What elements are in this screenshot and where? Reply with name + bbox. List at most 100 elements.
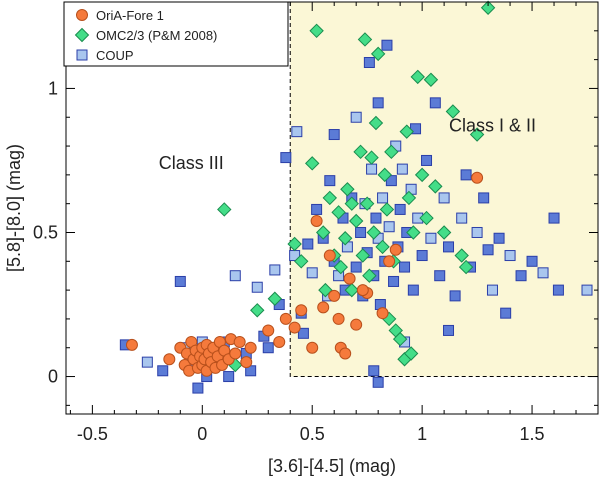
circle-point <box>240 356 253 369</box>
circle-point <box>273 335 286 348</box>
square-point <box>174 275 186 287</box>
square-point <box>251 281 263 293</box>
diamond-point <box>392 331 408 347</box>
diamond-point <box>364 150 379 165</box>
legend-item: OMC2/3 (P&M 2008) <box>74 27 217 43</box>
circle-point <box>332 312 345 325</box>
square-point <box>291 126 303 138</box>
diamond-point <box>333 259 349 275</box>
y-tick-label: 0.5 <box>33 222 58 242</box>
legend-items: OriA-Fore 1 OMC2/3 (P&M 2008) COUP <box>74 8 217 63</box>
square-point <box>504 250 516 262</box>
diamond-point <box>294 254 309 269</box>
circle-point <box>383 255 396 268</box>
diamond-point <box>428 179 443 194</box>
x-tick-label: 0 <box>197 424 207 444</box>
square-point <box>388 275 400 287</box>
legend-item: COUP <box>76 48 134 63</box>
x-axis-label: [3.6]-[4.5] (mag) <box>268 456 396 476</box>
circle-point <box>389 243 402 256</box>
square-point <box>368 365 380 377</box>
square-point <box>471 226 483 238</box>
square-point <box>355 226 367 238</box>
square-point <box>280 152 292 164</box>
square-point <box>407 284 419 296</box>
x-tick-label: 0.5 <box>300 424 325 444</box>
diamond-point <box>370 46 386 62</box>
circle-point <box>356 284 369 297</box>
legend-label: OMC2/3 (P&M 2008) <box>96 28 217 43</box>
class-i-ii-label: Class I & II <box>449 116 536 136</box>
diamond-point <box>331 205 346 220</box>
circle-point <box>310 214 323 227</box>
square-point <box>421 154 433 166</box>
diamond-point <box>357 32 373 47</box>
x-tick-label: 1 <box>417 424 427 444</box>
square-point <box>478 192 490 204</box>
legend-diamond-marker <box>74 27 90 43</box>
diamond-point <box>423 72 439 87</box>
square-point <box>302 238 314 250</box>
x-tick-label: 1.5 <box>520 424 545 444</box>
diamond-point <box>377 167 392 183</box>
square-point <box>526 255 538 267</box>
square-point <box>416 250 428 262</box>
diamond-point <box>480 0 496 15</box>
diamond-point <box>340 182 355 197</box>
square-point <box>548 212 560 224</box>
diamond-point <box>406 225 421 240</box>
square-point <box>460 169 472 181</box>
circle-point <box>233 335 246 348</box>
legend-item: OriA-Fore 1 <box>76 8 164 23</box>
diamond-point <box>355 248 370 263</box>
diamond-point <box>366 225 381 240</box>
square-point <box>370 212 382 224</box>
y-axis-label: [5.8]-[8.0] (mag) <box>4 144 24 272</box>
class-iii-label: Class III <box>159 153 224 173</box>
circle-point <box>350 318 363 331</box>
square-point <box>385 175 397 187</box>
square-point <box>350 261 362 273</box>
square-point <box>269 264 281 276</box>
diamond-point <box>469 127 485 142</box>
diamond-point <box>454 248 469 263</box>
class-i-ii-boundary <box>289 2 598 378</box>
diamond-point <box>344 282 359 298</box>
legend-label: OriA-Fore 1 <box>96 8 164 23</box>
diamond-point <box>353 144 368 160</box>
legend-box <box>63 1 289 67</box>
diamond-point <box>368 115 384 131</box>
square-point <box>537 267 549 279</box>
circle-point <box>317 301 330 314</box>
circle-point <box>244 341 257 354</box>
square-point <box>438 192 450 204</box>
circle-point <box>295 304 308 317</box>
circle-point <box>306 341 319 354</box>
circle-point <box>376 307 389 320</box>
square-point <box>372 376 384 388</box>
square-point <box>297 327 309 339</box>
legend-circle-marker <box>76 9 88 21</box>
diamond-point <box>401 190 417 206</box>
x-axis: -0.5 0 0.5 1 1.5 <box>69 2 599 444</box>
circle-point <box>279 312 292 325</box>
square-point <box>324 175 336 187</box>
circle-point <box>163 353 176 366</box>
square-point <box>443 324 455 336</box>
square-point <box>157 365 169 377</box>
diamond-point <box>217 202 232 217</box>
square-point <box>192 382 204 394</box>
y-tick-label: 0 <box>48 367 58 387</box>
circle-point <box>125 338 138 351</box>
circle-point <box>471 171 484 184</box>
square-point <box>434 270 446 282</box>
circle-point <box>288 321 301 334</box>
diamond-point <box>362 268 377 283</box>
x-tick-label: -0.5 <box>77 424 108 444</box>
diamond-point <box>287 236 302 252</box>
diamond-point <box>337 231 353 246</box>
square-point <box>381 39 393 51</box>
circle-point <box>323 249 336 262</box>
diamond-point <box>419 210 434 226</box>
